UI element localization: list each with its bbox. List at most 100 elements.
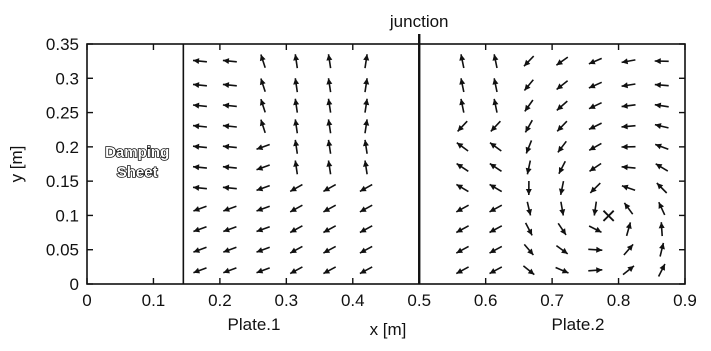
vector-arrow-head xyxy=(624,202,631,210)
vector-arrow-head xyxy=(492,78,499,85)
vector-arrow-head xyxy=(457,125,464,132)
vector-arrow-head xyxy=(256,144,264,150)
vector-arrow-head xyxy=(655,143,662,150)
vector-arrow-head xyxy=(193,206,200,212)
vector-arrow-head xyxy=(222,164,230,171)
vector-arrow-head xyxy=(524,84,531,91)
vector-arrow-head xyxy=(561,267,569,274)
vector-arrow-head xyxy=(193,226,200,233)
vector-arrow-head xyxy=(290,227,297,233)
vector-arrow-head xyxy=(658,222,665,229)
vector-arrow-head xyxy=(323,268,331,274)
vector-arrow-head xyxy=(556,104,564,111)
vector-arrow-head xyxy=(363,139,369,147)
vector-arrow-head xyxy=(222,82,230,88)
vector-arrow-head xyxy=(359,206,367,212)
plot-frame xyxy=(86,43,686,285)
x-tick-label: 0.4 xyxy=(341,291,365,310)
vector-arrow-head xyxy=(459,54,466,61)
vector-arrow-head xyxy=(525,189,532,195)
vector-arrow-head xyxy=(557,124,564,132)
vector-arrow-head xyxy=(489,247,497,254)
vector-arrows xyxy=(192,54,669,277)
vector-arrow-head xyxy=(193,143,200,150)
damping-sheet-label-line1: Damping xyxy=(105,144,169,161)
vector-arrow-head xyxy=(256,247,264,253)
vector-arrow-head xyxy=(590,186,597,193)
x-tick-label: 0.2 xyxy=(208,291,232,310)
y-tick-label: 0.25 xyxy=(46,104,79,123)
vector-arrow-head xyxy=(193,58,200,64)
vector-arrow-head xyxy=(621,123,628,130)
vector-arrow-head xyxy=(596,267,603,274)
vector-arrow-head xyxy=(561,247,568,254)
x-tick-label: 0.6 xyxy=(474,291,498,310)
vector-arrow-head xyxy=(490,125,498,132)
vector-arrow-head xyxy=(256,206,264,212)
vector-arrow-head xyxy=(489,184,497,191)
x-tick-label: 0.7 xyxy=(540,291,564,310)
vector-arrow-head xyxy=(489,206,497,212)
x-tick-label: 0.5 xyxy=(407,291,431,310)
vector-arrow-head xyxy=(326,98,333,106)
vector-arrow-head xyxy=(193,102,200,109)
vector-arrow-head xyxy=(654,123,662,129)
vector-arrow-head xyxy=(589,103,596,109)
vector-arrow-head xyxy=(589,124,596,130)
vector-arrow-head xyxy=(654,82,661,88)
vector-arrow-head xyxy=(222,143,230,150)
x-axis-label: x [m] xyxy=(370,320,407,339)
vector-arrow-head xyxy=(359,268,367,274)
y-tick-label: 0.35 xyxy=(46,35,79,54)
vector-arrow-head xyxy=(490,142,497,149)
vector-arrow-head xyxy=(456,227,463,233)
y-axis-label: y [m] xyxy=(7,146,26,183)
vector-arrow-head xyxy=(654,58,661,65)
vector-arrow-head xyxy=(459,98,466,106)
vector-arrow-head xyxy=(293,139,300,147)
vector-arrow-head xyxy=(525,125,531,133)
vector-arrow-head xyxy=(655,163,663,170)
y-tick-label: 0.2 xyxy=(55,138,79,157)
vector-arrow-head xyxy=(359,227,367,233)
vector-arrow-head xyxy=(556,59,563,66)
x-axis-ticks: 0 0.1 0.2 0.3 0.4 0.5 0.6 0.7 0.8 0.9 xyxy=(82,44,697,310)
vector-arrow-head xyxy=(459,78,466,85)
vector-arrow-head xyxy=(290,268,297,274)
vector-arrow-head xyxy=(526,208,532,216)
vector-arrow-head xyxy=(222,58,230,64)
vector-arrow-head xyxy=(193,164,200,171)
vector-arrow-head xyxy=(359,247,367,254)
vector-arrow-head xyxy=(326,160,333,167)
vector-arrow-head xyxy=(326,78,333,85)
vector-arrow-head xyxy=(525,167,532,175)
vector-arrow-head xyxy=(489,268,497,274)
vector-arrow-head xyxy=(193,82,200,88)
vector-arrow-head xyxy=(592,209,599,216)
vector-arrow-head xyxy=(223,247,230,253)
vector-arrow-head xyxy=(363,78,370,85)
vector-arrow-head xyxy=(223,267,230,274)
vector-arrow-head xyxy=(524,104,531,112)
plate2-label: Plate.2 xyxy=(552,315,605,334)
y-tick-label: 0.05 xyxy=(46,241,79,260)
x-tick-label: 0.1 xyxy=(142,291,166,310)
vector-arrow-head xyxy=(259,78,266,86)
vector-arrow-head xyxy=(363,98,370,106)
vector-arrow-head xyxy=(560,228,566,235)
vector-arrow-head xyxy=(627,265,634,272)
y-tick-label: 0.15 xyxy=(46,172,79,191)
vector-arrow-head xyxy=(556,83,564,90)
vector-arrow-head xyxy=(524,59,531,67)
y-tick-label: 0 xyxy=(70,275,79,294)
vector-arrow-head xyxy=(326,54,333,61)
vector-arrow-head xyxy=(621,164,628,171)
vector-arrow-head xyxy=(323,227,331,233)
vector-arrow-head xyxy=(193,247,200,253)
vector-arrow-head xyxy=(557,145,564,153)
vector-arrow-head xyxy=(626,244,634,251)
vector-arrow-head xyxy=(658,202,664,209)
junction-label: junction xyxy=(389,12,449,31)
vector-arrow-head xyxy=(656,183,664,190)
